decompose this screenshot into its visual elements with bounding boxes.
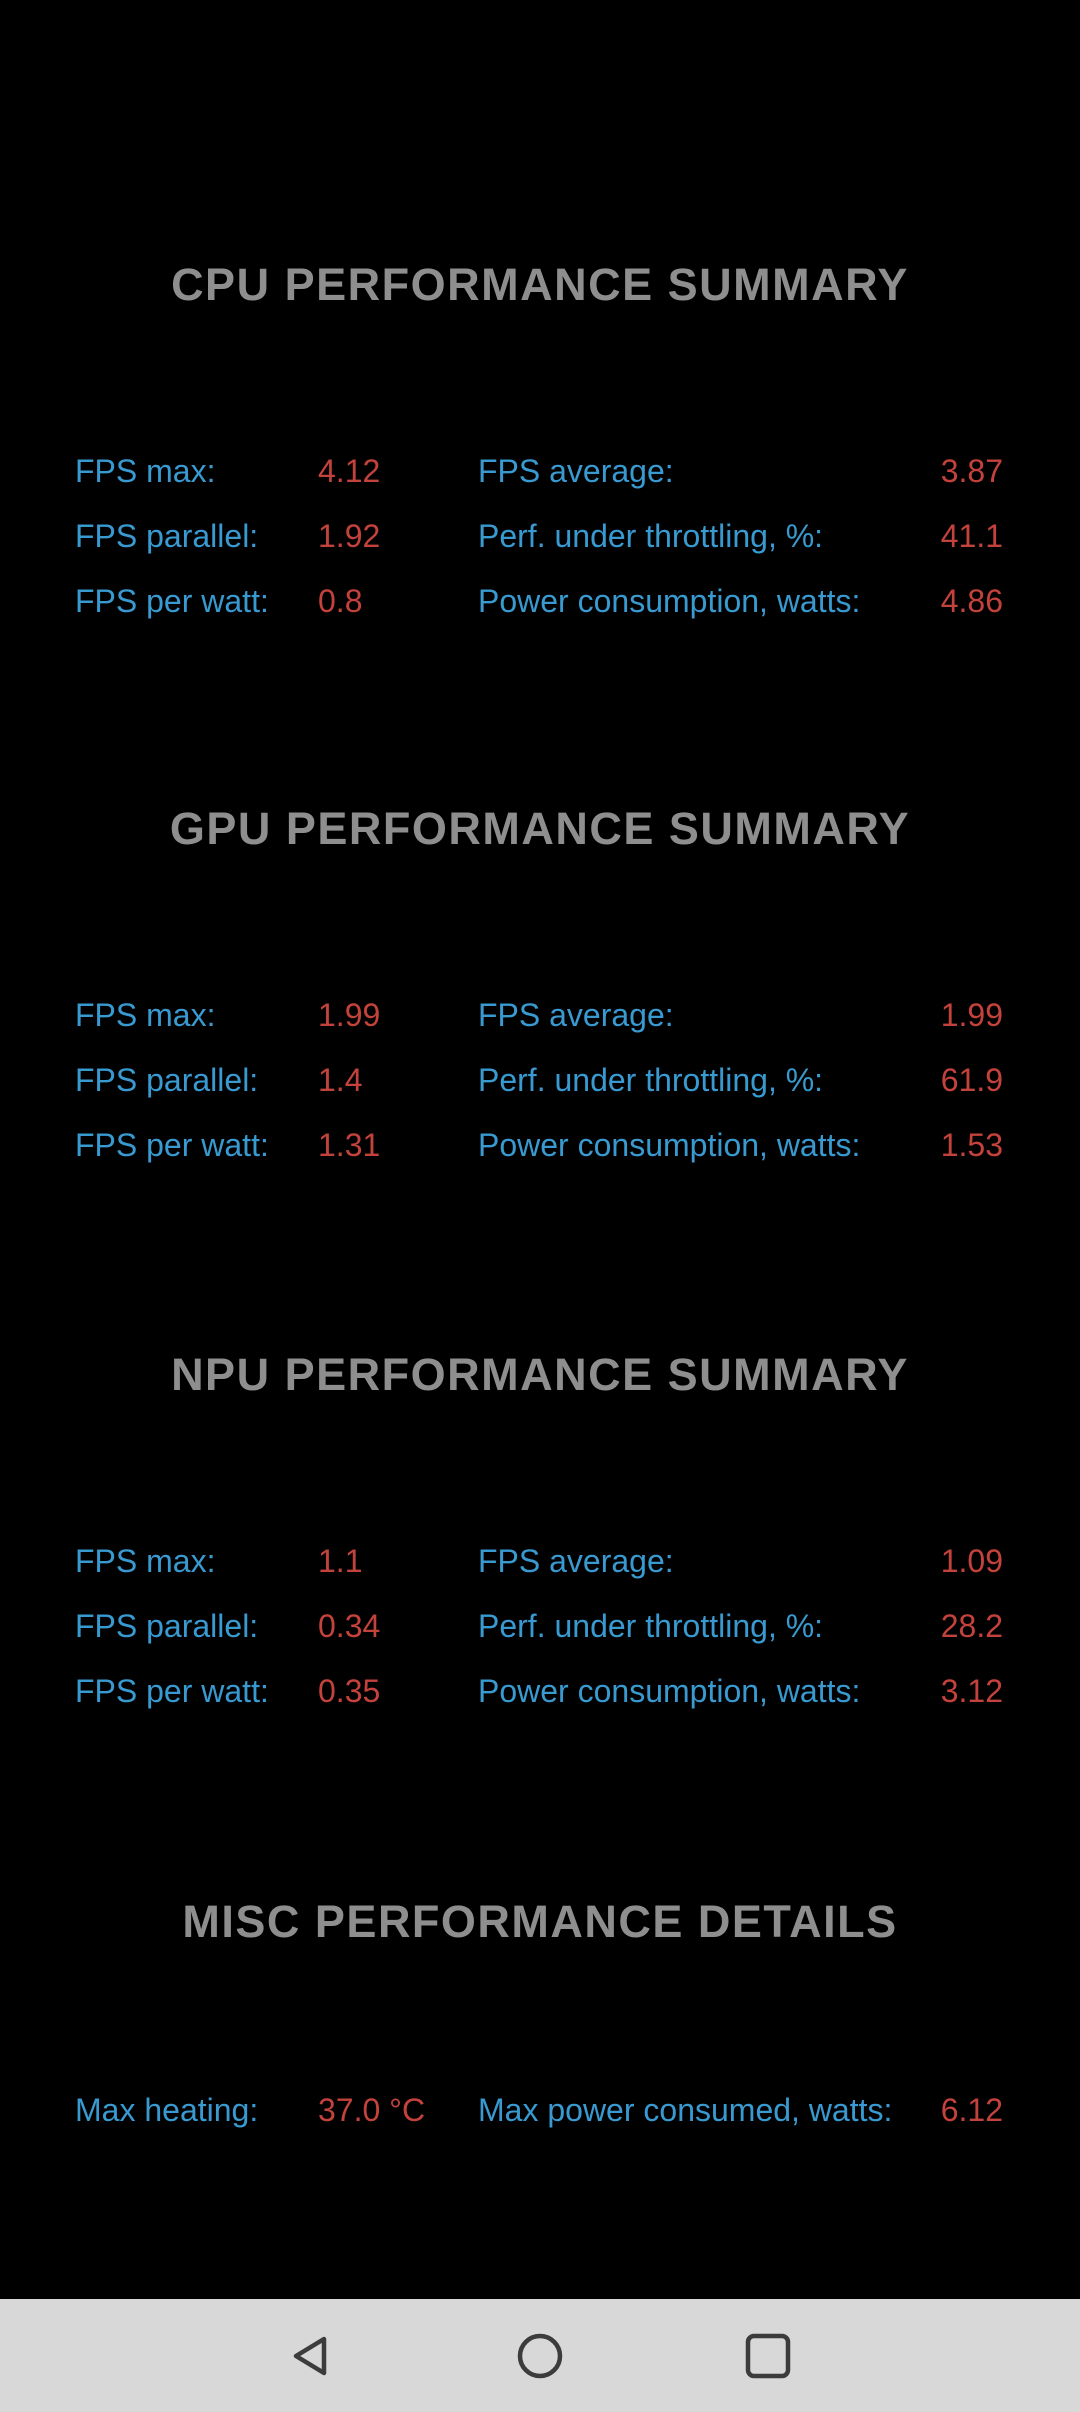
section-title: MISC PERFORMANCE DETAILS [182, 1896, 898, 1947]
metric-value: 4.12 [318, 452, 381, 489]
metric-label: FPS max: [75, 1542, 216, 1579]
metric-rows: FPS max: 1.1 FPS average: 1.09 FPS paral… [0, 1539, 1080, 1713]
metric-row: FPS parallel: 1.4 Perf. under throttling… [0, 1058, 1080, 1102]
metric-value: 37.0 °C [318, 2091, 426, 2128]
metric-value: 6.12 [940, 2091, 1003, 2128]
metric-value: 3.12 [940, 1672, 1003, 1709]
metric-value: 28.2 [940, 1607, 1003, 1644]
misc-performance-section: MISC PERFORMANCE DETAILS Max heating: 37… [0, 1896, 1080, 2132]
section-title: NPU PERFORMANCE SUMMARY [171, 1349, 909, 1400]
metric-value: 1.53 [940, 1126, 1003, 1163]
metric-rows: FPS max: 1.99 FPS average: 1.99 FPS para… [0, 993, 1080, 1167]
npu-performance-section: NPU PERFORMANCE SUMMARY FPS max: 1.1 FPS… [0, 1349, 1080, 1713]
nav-home-button[interactable] [460, 2299, 620, 2412]
metric-label: FPS max: [75, 452, 216, 489]
metric-label: FPS max: [75, 996, 216, 1033]
metric-row: FPS parallel: 1.92 Perf. under throttlin… [0, 514, 1080, 558]
metric-value: 41.1 [940, 517, 1003, 554]
metric-label: Power consumption, watts: [478, 1672, 861, 1709]
cpu-performance-section: CPU PERFORMANCE SUMMARY FPS max: 4.12 FP… [0, 259, 1080, 623]
section-title: GPU PERFORMANCE SUMMARY [169, 803, 911, 854]
metric-value: 0.34 [318, 1607, 381, 1644]
recents-square-icon [745, 2333, 791, 2378]
metric-label: FPS per watt: [75, 1672, 269, 1709]
metric-value: 3.87 [940, 452, 1003, 489]
gpu-performance-section: GPU PERFORMANCE SUMMARY FPS max: 1.99 FP… [0, 803, 1080, 1167]
metric-row: FPS max: 1.1 FPS average: 1.09 [0, 1539, 1080, 1583]
metric-value: 1.99 [318, 996, 381, 1033]
metric-row: FPS per watt: 0.35 Power consumption, wa… [0, 1669, 1080, 1713]
metric-value: 1.92 [318, 517, 381, 554]
metric-label: Max power consumed, watts: [478, 2091, 893, 2128]
metric-label: Power consumption, watts: [478, 1126, 861, 1163]
metric-row: FPS per watt: 0.8 Power consumption, wat… [0, 579, 1080, 623]
metric-label: Max heating: [75, 2091, 259, 2128]
metric-label: Perf. under throttling, %: [478, 1607, 824, 1644]
metric-row: Max heating: 37.0 °C Max power consumed,… [0, 2088, 1080, 2132]
back-triangle-icon [293, 2336, 327, 2375]
section-title: CPU PERFORMANCE SUMMARY [171, 259, 909, 310]
metric-label: FPS per watt: [75, 1126, 269, 1163]
metric-label: Power consumption, watts: [478, 582, 861, 619]
metric-value: 1.99 [940, 996, 1003, 1033]
metric-label: Perf. under throttling, %: [478, 517, 824, 554]
nav-recents-button[interactable] [688, 2299, 848, 2412]
metric-label: FPS average: [478, 996, 674, 1033]
metric-value: 1.31 [318, 1126, 381, 1163]
metric-value: 0.35 [318, 1672, 381, 1709]
metric-label: FPS parallel: [75, 517, 259, 554]
metric-value: 0.8 [318, 582, 363, 619]
android-navigation-bar [0, 2299, 1080, 2412]
home-circle-icon [517, 2333, 563, 2378]
metric-label: Perf. under throttling, %: [478, 1061, 824, 1098]
metric-label: FPS average: [478, 1542, 674, 1579]
metric-rows: Max heating: 37.0 °C Max power consumed,… [0, 2088, 1080, 2132]
metric-label: FPS per watt: [75, 582, 269, 619]
metric-value: 1.09 [940, 1542, 1003, 1579]
metric-value: 1.1 [318, 1542, 363, 1579]
metric-row: FPS parallel: 0.34 Perf. under throttlin… [0, 1604, 1080, 1648]
metric-label: FPS average: [478, 452, 674, 489]
metric-label: FPS parallel: [75, 1607, 259, 1644]
metric-label: FPS parallel: [75, 1061, 259, 1098]
metric-row: FPS max: 1.99 FPS average: 1.99 [0, 993, 1080, 1037]
nav-back-button[interactable] [230, 2299, 390, 2412]
metric-row: FPS per watt: 1.31 Power consumption, wa… [0, 1123, 1080, 1167]
metric-row: FPS max: 4.12 FPS average: 3.87 [0, 449, 1080, 493]
metric-value: 1.4 [318, 1061, 363, 1098]
metric-value: 61.9 [940, 1061, 1003, 1098]
metric-rows: FPS max: 4.12 FPS average: 3.87 FPS para… [0, 449, 1080, 623]
metric-value: 4.86 [940, 582, 1003, 619]
